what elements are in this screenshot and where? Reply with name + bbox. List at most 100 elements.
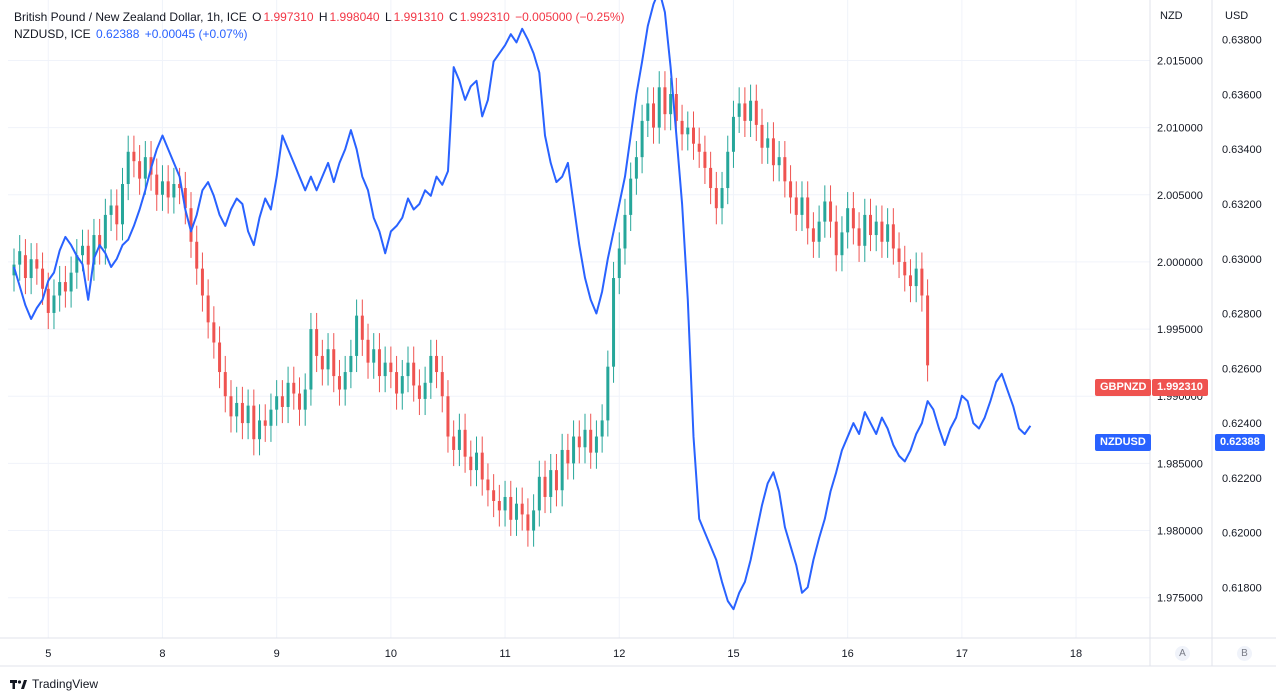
candle-body: [731, 116, 735, 152]
candle-body: [98, 235, 102, 249]
candle-body: [275, 396, 279, 410]
candle-body: [891, 224, 895, 249]
candle: [743, 87, 747, 138]
candle: [829, 185, 833, 238]
candle-body: [240, 402, 244, 424]
candle-body: [292, 382, 296, 394]
candle: [646, 87, 650, 138]
candle-body: [126, 151, 130, 185]
candle: [463, 413, 467, 473]
candle: [457, 413, 461, 467]
scale-b-button[interactable]: B: [1237, 646, 1252, 661]
candle: [235, 386, 239, 433]
candle-body: [617, 248, 621, 279]
usd-tick-label: 0.61800: [1222, 582, 1262, 594]
time-tick-label: 18: [1070, 648, 1082, 660]
candle-body: [886, 224, 890, 242]
candle-body: [286, 382, 290, 407]
candle-body: [132, 151, 136, 162]
candle: [634, 141, 638, 195]
candle-body: [594, 436, 598, 453]
candle-body: [309, 329, 313, 390]
candle: [240, 386, 244, 440]
time-tick-label: 15: [727, 648, 739, 660]
candle-body: [674, 94, 678, 121]
candle: [412, 346, 416, 402]
candle-body: [709, 167, 713, 189]
candle-body: [406, 362, 410, 377]
candle: [754, 84, 758, 142]
candle: [52, 279, 56, 330]
candle: [857, 212, 861, 262]
candle-body: [646, 103, 650, 121]
candle: [18, 235, 22, 281]
legend-l-value: 1.991310: [393, 10, 444, 24]
candle: [886, 208, 890, 258]
candle: [126, 135, 130, 201]
nzdusd-line: [13, 0, 1032, 611]
candle: [275, 380, 279, 426]
candle-body: [823, 201, 827, 222]
candle: [777, 141, 781, 182]
candle-body: [771, 138, 775, 166]
candle: [389, 346, 393, 389]
candle: [349, 339, 353, 389]
candle-body: [400, 376, 404, 394]
candle-body: [23, 255, 27, 279]
candle-body: [566, 449, 570, 464]
candle: [292, 366, 296, 410]
candle: [783, 141, 787, 198]
nzd-price-axis[interactable]: 2.015000 2.010000 2.005000 2.000000 1.995000…: [1149, 0, 1203, 666]
candle-body: [246, 405, 250, 424]
candle-body: [749, 100, 753, 121]
candle-body: [691, 127, 695, 144]
candle: [543, 460, 547, 514]
time-tick-label: 10: [385, 648, 397, 660]
candle: [41, 252, 45, 305]
candle: [23, 239, 27, 295]
candle-body: [589, 429, 593, 453]
candle: [691, 111, 695, 160]
candle: [480, 436, 484, 496]
scale-a-button[interactable]: A: [1175, 646, 1190, 661]
candle-body: [897, 248, 901, 262]
candle: [309, 312, 313, 406]
nzd-tick-label: 2.000000: [1157, 257, 1203, 269]
usd-tick-label: 0.62800: [1222, 309, 1262, 321]
candle: [526, 498, 530, 547]
usd-price-axis[interactable]: 0.63800 0.63600 0.63400 0.63200 0.63000 0.628…: [1211, 0, 1262, 666]
candle: [840, 216, 844, 272]
time-tick-label: 16: [842, 648, 854, 660]
candle-body: [29, 259, 33, 279]
candle-body: [269, 409, 273, 426]
time-axis[interactable]: 5 8 9 10 11 12 15 16 17 18: [0, 637, 1276, 667]
candle-body: [143, 157, 147, 179]
candle: [851, 192, 855, 245]
nzd-tick-label: 2.010000: [1157, 123, 1203, 135]
candle: [406, 346, 410, 393]
nzd-tick-label: 1.985000: [1157, 458, 1203, 470]
candle: [326, 333, 330, 386]
gbpnzd-candles: [12, 71, 930, 547]
nzd-tick-label: 2.005000: [1157, 190, 1203, 202]
usd-tick-label: 0.62000: [1222, 528, 1262, 540]
tradingview-logo[interactable]: TradingView: [10, 677, 98, 691]
candle-body: [874, 221, 878, 236]
time-tick-label: 9: [274, 648, 280, 660]
candle: [823, 185, 827, 238]
candle: [566, 433, 570, 480]
candle-body: [612, 278, 616, 367]
candle: [120, 167, 124, 241]
candle: [846, 192, 850, 249]
candle: [212, 306, 216, 359]
usd-unit-label: USD: [1225, 10, 1249, 22]
candle-body: [252, 405, 256, 440]
candle-body: [623, 214, 627, 249]
candle-body: [160, 181, 164, 195]
candle: [29, 243, 33, 295]
candle-body: [298, 393, 301, 410]
candle: [337, 359, 341, 406]
candle: [69, 256, 73, 308]
candle-body: [92, 235, 96, 265]
